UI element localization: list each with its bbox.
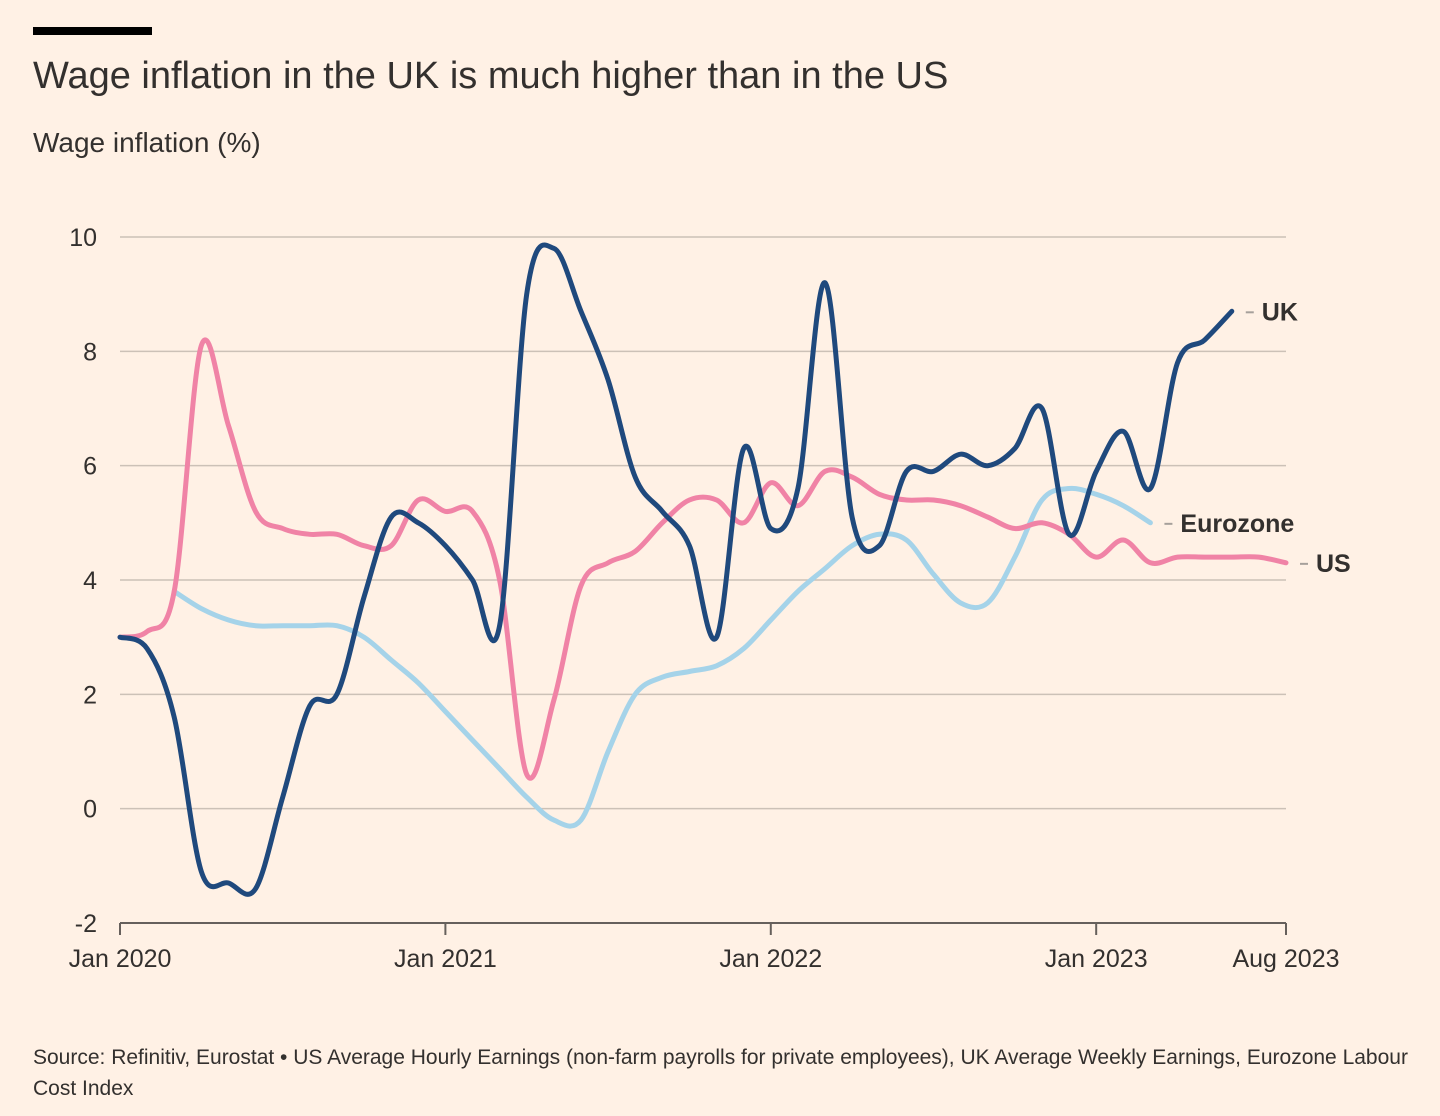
brand-bar [33, 27, 152, 35]
y-axis: -2 0 2 4 6 8 10 [69, 224, 97, 938]
y-tick-label: 4 [83, 567, 97, 595]
series-label-uk: UK [1262, 298, 1298, 326]
x-tick-label: Jan 2022 [719, 945, 822, 973]
chart-subtitle: Wage inflation (%) [33, 127, 261, 158]
series-label-us: US [1316, 550, 1351, 578]
series-lines [117, 242, 1289, 897]
x-tick-label: Jan 2023 [1045, 945, 1148, 973]
y-tick-label: -2 [75, 910, 97, 938]
series-line-uk [117, 242, 1235, 897]
x-tick-label: Aug 2023 [1232, 945, 1339, 973]
y-tick-label: 6 [83, 453, 97, 481]
x-axis: Jan 2020 Jan 2021 Jan 2022 Jan 2023 Aug 2023 [69, 922, 1340, 973]
y-tick-label: 0 [83, 796, 97, 824]
source-note: Source: Refinitiv, Eurostat • US Average… [33, 1046, 1408, 1100]
series-line-us [117, 337, 1289, 781]
series-line-eurozone [171, 485, 1153, 829]
series-label-eurozone: Eurozone [1180, 510, 1294, 538]
x-tick-label: Jan 2020 [69, 945, 172, 973]
gridlines [120, 236, 1286, 810]
chart-title: Wage inflation in the UK is much higher … [33, 55, 949, 97]
y-tick-label: 10 [69, 224, 97, 252]
x-tick-label: Jan 2021 [394, 945, 497, 973]
y-tick-label: 8 [83, 338, 97, 366]
series-labels: Eurozone US UK [1164, 298, 1351, 578]
y-tick-label: 2 [83, 681, 97, 709]
